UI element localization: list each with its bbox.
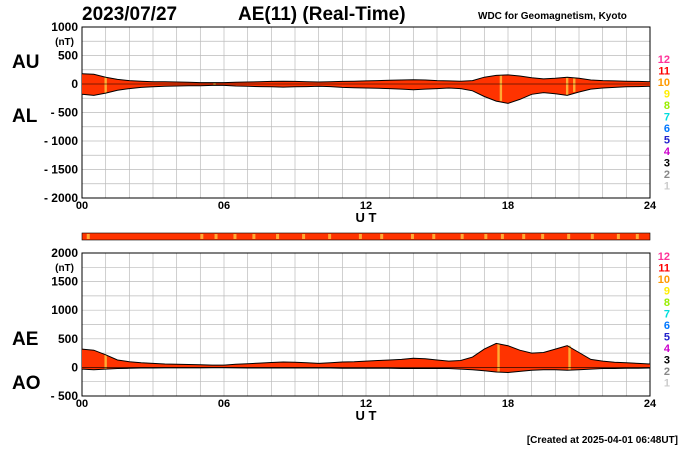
legend-station-label: 5 (664, 135, 670, 147)
x-tick-label: 00 (76, 200, 88, 212)
y-tick-label: 500 (58, 332, 78, 346)
y-tick-label: - 1000 (44, 134, 78, 148)
plot-frame (81, 26, 651, 199)
y-tick-label: - 1500 (44, 163, 78, 177)
legend-station-label: 12 (658, 251, 670, 263)
legend-station-label: 10 (658, 274, 670, 286)
x-tick-label: 24 (644, 200, 657, 212)
station-strip-mark (252, 234, 256, 239)
y-tick-label: 0 (71, 77, 78, 91)
legend-station-label: 11 (658, 66, 670, 78)
legend-station-label: 3 (664, 355, 670, 367)
legend-station-label: 12 (658, 54, 670, 66)
station-strip-mark (233, 234, 237, 239)
y-tick-label: 1500 (51, 275, 78, 289)
series-line-au (81, 73, 651, 84)
station-highlight-stripe (565, 77, 569, 96)
station-highlight-stripe (104, 354, 107, 370)
legend-station-label: 11 (658, 263, 670, 275)
x-tick-label: 12 (360, 398, 372, 410)
station-strip-mark (590, 234, 594, 239)
station-highlight-stripe (573, 78, 576, 92)
legend-station-label: 7 (664, 309, 670, 321)
station-strip-mark (302, 234, 306, 239)
legend-station-label: 1 (664, 378, 670, 390)
panel-label-lower: AL (12, 106, 38, 127)
station-strip-mark (200, 234, 204, 239)
plot-frame (81, 252, 651, 397)
x-tick-label: 18 (502, 398, 514, 410)
x-tick-label: 18 (502, 200, 514, 212)
station-strip-mark (276, 234, 280, 239)
unit-label: (nT) (55, 37, 74, 48)
series-line-al (81, 84, 651, 104)
station-strip-mark (380, 234, 384, 239)
station-strip-mark (541, 234, 545, 239)
x-axis-label: U T (356, 408, 377, 423)
legend-station-label: 7 (664, 112, 670, 124)
station-strip-mark (358, 234, 362, 239)
panel-label-upper: AU (12, 52, 39, 73)
series-line-ae (81, 342, 651, 366)
x-tick-label: 06 (218, 200, 230, 212)
x-tick-label: 24 (644, 398, 657, 410)
chart-title: AE(11) (Real-Time) (238, 4, 406, 25)
station-strip-mark (484, 234, 488, 239)
index-fill-area (82, 73, 650, 104)
y-tick-label: - 500 (51, 389, 79, 403)
station-strip-mark (522, 234, 526, 239)
x-tick-label: 06 (218, 398, 230, 410)
station-strip-mark (500, 234, 504, 239)
y-tick-label: 1000 (51, 20, 78, 34)
unit-label: (nT) (55, 263, 74, 274)
station-strip-mark (432, 234, 436, 239)
legend-station-label: 6 (664, 320, 670, 332)
panel-label-lower: AO (12, 373, 41, 394)
station-strip-mark (460, 234, 464, 239)
legend-station-label: 1 (664, 181, 670, 193)
y-tick-label: 500 (58, 49, 78, 63)
legend-station-label: 9 (664, 89, 670, 101)
legend-station-label: 5 (664, 332, 670, 344)
legend-station-label: 8 (664, 297, 670, 309)
data-source: WDC for Geomagnetism, Kyoto (478, 11, 627, 22)
legend-station-label: 4 (664, 146, 671, 158)
legend-station-label: 2 (664, 366, 670, 378)
series-line-ao (81, 367, 651, 374)
station-strip-mark (328, 234, 332, 239)
chart-date: 2023/07/27 (82, 4, 178, 25)
station-strip (81, 232, 651, 241)
station-strip-mark (635, 234, 639, 239)
x-axis-label: U T (356, 210, 377, 225)
legend-station-label: 8 (664, 100, 670, 112)
y-tick-label: - 500 (51, 106, 79, 120)
station-strip-mark (214, 234, 218, 239)
legend-station-label: 4 (664, 343, 671, 355)
legend-station-label: 10 (658, 77, 670, 89)
station-strip-mark (86, 234, 90, 239)
station-highlight-stripe (104, 77, 107, 94)
legend-station-label: 3 (664, 158, 670, 170)
station-strip-mark (567, 234, 571, 239)
station-highlight-stripe (497, 343, 500, 372)
station-strip-mark (616, 234, 620, 239)
y-tick-label: - 2000 (44, 191, 78, 205)
legend-station-label: 2 (664, 169, 670, 181)
x-tick-label: 00 (76, 398, 88, 410)
y-tick-label: 2000 (51, 246, 78, 260)
legend-station-label: 9 (664, 286, 670, 298)
panel-label-upper: AE (12, 329, 38, 350)
created-timestamp: [Created at 2025-04-01 06:48UT] (526, 435, 678, 446)
y-tick-label: 0 (71, 360, 78, 374)
station-highlight-stripe (499, 75, 503, 102)
legend-station-label: 6 (664, 123, 670, 135)
station-strip-mark (410, 234, 414, 239)
x-tick-label: 12 (360, 200, 372, 212)
station-highlight-stripe (568, 345, 571, 371)
y-tick-label: 1000 (51, 303, 78, 317)
